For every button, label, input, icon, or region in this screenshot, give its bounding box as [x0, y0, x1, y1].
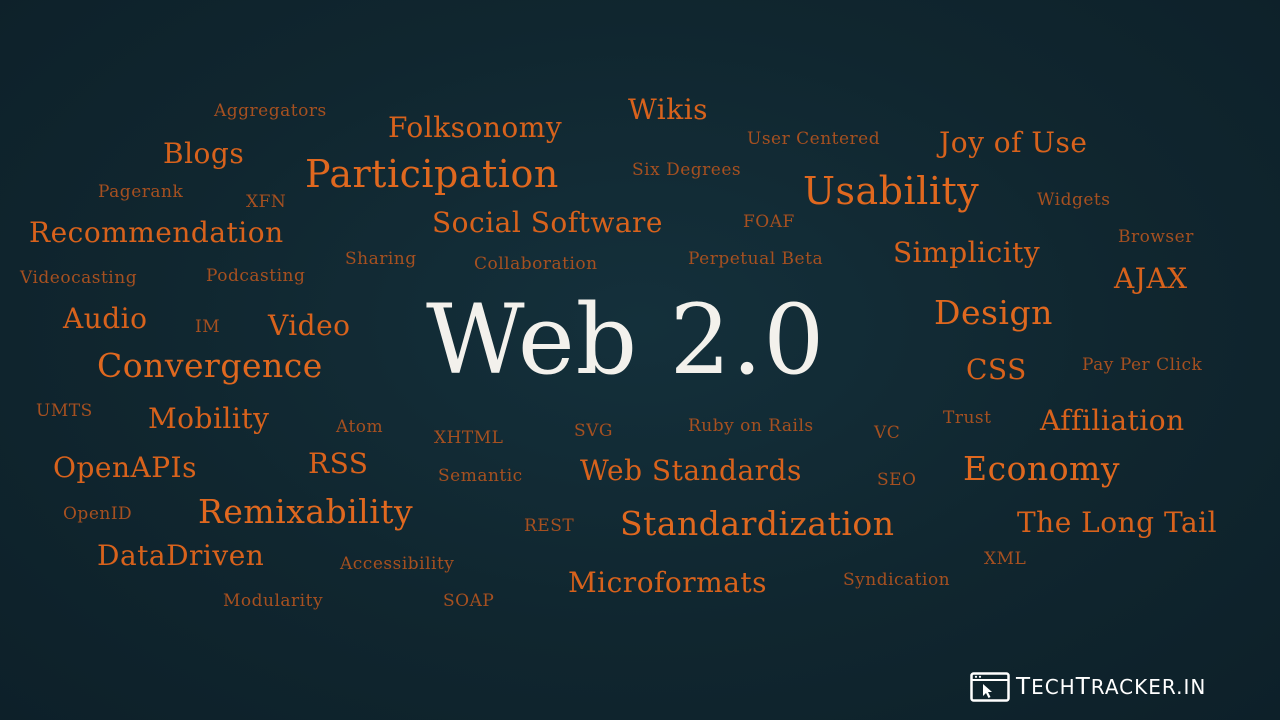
word-usability: Usability: [803, 169, 980, 213]
word-widgets: Widgets: [1037, 190, 1111, 210]
word-datadriven: DataDriven: [97, 539, 265, 572]
word-the-long-tail: The Long Tail: [1017, 506, 1218, 539]
word-xfn: XFN: [246, 192, 287, 212]
word-openapis: OpenAPIs: [53, 451, 197, 484]
word-pagerank: Pagerank: [98, 182, 184, 202]
word-joy-of-use: Joy of Use: [939, 126, 1088, 159]
word-semantic: Semantic: [438, 466, 523, 486]
word-css: CSS: [966, 353, 1027, 386]
word-collaboration: Collaboration: [474, 254, 598, 274]
word-economy: Economy: [963, 449, 1120, 488]
word-affiliation: Affiliation: [1040, 404, 1185, 437]
word-audio: Audio: [63, 302, 148, 335]
word-simplicity: Simplicity: [893, 236, 1041, 269]
word-aggregators: Aggregators: [214, 101, 327, 121]
logo-text-part-1: ECH: [1031, 675, 1076, 699]
word-design: Design: [934, 293, 1053, 332]
word-xml: XML: [984, 549, 1027, 569]
word-sharing: Sharing: [345, 249, 417, 269]
word-wikis: Wikis: [628, 93, 709, 126]
word-user-centered: User Centered: [747, 129, 881, 149]
word-folksonomy: Folksonomy: [388, 111, 563, 144]
logo-text: TECHTRACKER.IN: [1016, 674, 1206, 700]
word-social-software: Social Software: [432, 206, 663, 239]
word-web-standards: Web Standards: [580, 454, 802, 487]
word-ruby-on-rails: Ruby on Rails: [688, 416, 814, 436]
word-participation: Participation: [305, 152, 559, 196]
word-openid: OpenID: [63, 504, 133, 524]
word-video: Video: [268, 309, 351, 342]
word-six-degrees: Six Degrees: [632, 160, 742, 180]
word-atom: Atom: [336, 417, 384, 437]
word-im: IM: [195, 317, 221, 337]
logo-text-initial-2: T: [1075, 674, 1091, 700]
word-seo: SEO: [877, 470, 917, 490]
word-mobility: Mobility: [148, 402, 270, 435]
word-modularity: Modularity: [223, 591, 324, 611]
word-remixability: Remixability: [198, 492, 414, 531]
word-perpetual-beta: Perpetual Beta: [688, 249, 824, 269]
word-rest: REST: [524, 516, 575, 536]
word-convergence: Convergence: [97, 346, 323, 385]
word-umts: UMTS: [36, 401, 93, 421]
headline: Web 2.0: [426, 284, 826, 396]
word-browser: Browser: [1118, 227, 1194, 247]
word-trust: Trust: [943, 408, 992, 428]
word-svg: SVG: [574, 421, 614, 441]
word-xhtml: XHTML: [434, 428, 504, 448]
cursor-window-icon: [970, 672, 1010, 702]
word-foaf: FOAF: [743, 212, 795, 232]
word-ajax: AJAX: [1114, 262, 1188, 295]
word-microformats: Microformats: [568, 566, 768, 599]
word-rss: RSS: [308, 447, 369, 480]
word-standardization: Standardization: [620, 504, 895, 543]
word-soap: SOAP: [443, 591, 495, 611]
word-podcasting: Podcasting: [206, 266, 306, 286]
word-recommendation: Recommendation: [29, 216, 284, 249]
word-videocasting: Videocasting: [20, 268, 138, 288]
logo-text-initial-1: T: [1016, 674, 1032, 700]
word-pay-per-click: Pay Per Click: [1082, 355, 1203, 375]
word-vc: VC: [874, 423, 901, 443]
logo-text-part-2: RACKER.IN: [1090, 675, 1207, 699]
word-accessibility: Accessibility: [340, 554, 455, 574]
word-blogs: Blogs: [163, 137, 245, 170]
site-logo: TECHTRACKER.IN: [970, 672, 1206, 702]
word-syndication: Syndication: [843, 570, 951, 590]
